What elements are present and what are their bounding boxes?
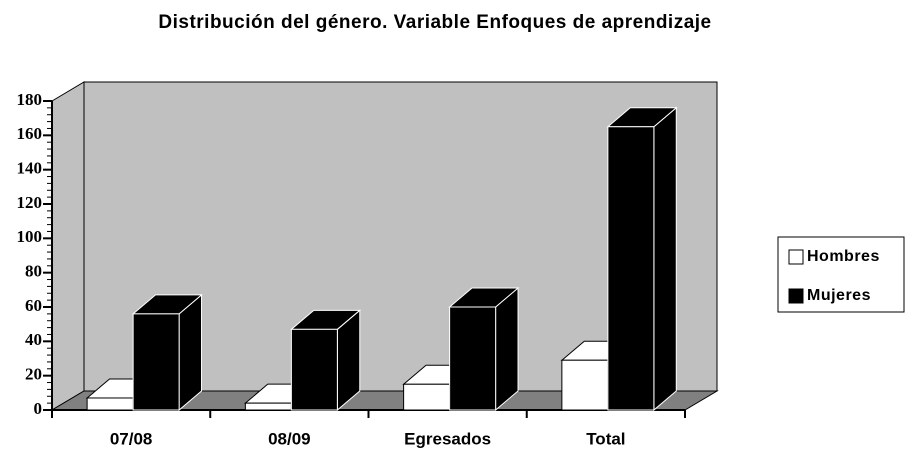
y-tick-label: 40 xyxy=(25,330,42,349)
bar xyxy=(607,126,655,411)
y-tick-label: 0 xyxy=(34,399,43,418)
bar xyxy=(290,328,338,411)
y-tick-label: 60 xyxy=(25,296,42,315)
y-tick-label: 180 xyxy=(17,90,43,109)
legend-label: Mujeres xyxy=(807,287,871,304)
y-tick-label: 160 xyxy=(17,124,43,143)
legend-swatch xyxy=(788,288,804,304)
bar xyxy=(449,306,497,411)
y-tick-label: 120 xyxy=(17,193,43,212)
bar xyxy=(86,397,134,411)
x-tick-label: 07/08 xyxy=(110,429,153,448)
y-tick-label: 80 xyxy=(25,262,42,281)
bar xyxy=(244,402,292,411)
x-tick-label: Total xyxy=(586,429,625,448)
bar-side xyxy=(653,106,677,412)
bar xyxy=(403,383,451,411)
y-tick-label: 140 xyxy=(17,159,43,178)
bar xyxy=(132,313,180,411)
legend-label: Hombres xyxy=(807,248,880,265)
bar-side xyxy=(495,286,519,412)
legend-swatch xyxy=(788,249,804,265)
bar xyxy=(561,359,609,411)
y-tick-label: 100 xyxy=(17,227,43,246)
y-tick-label: 20 xyxy=(25,365,42,384)
side-wall xyxy=(51,81,85,411)
bar-side xyxy=(178,293,203,412)
x-tick-label: 08/09 xyxy=(268,429,311,448)
x-tick-label: Egresados xyxy=(404,429,491,448)
chart-title: Distribución del género. Variable Enfoqu… xyxy=(158,12,711,33)
